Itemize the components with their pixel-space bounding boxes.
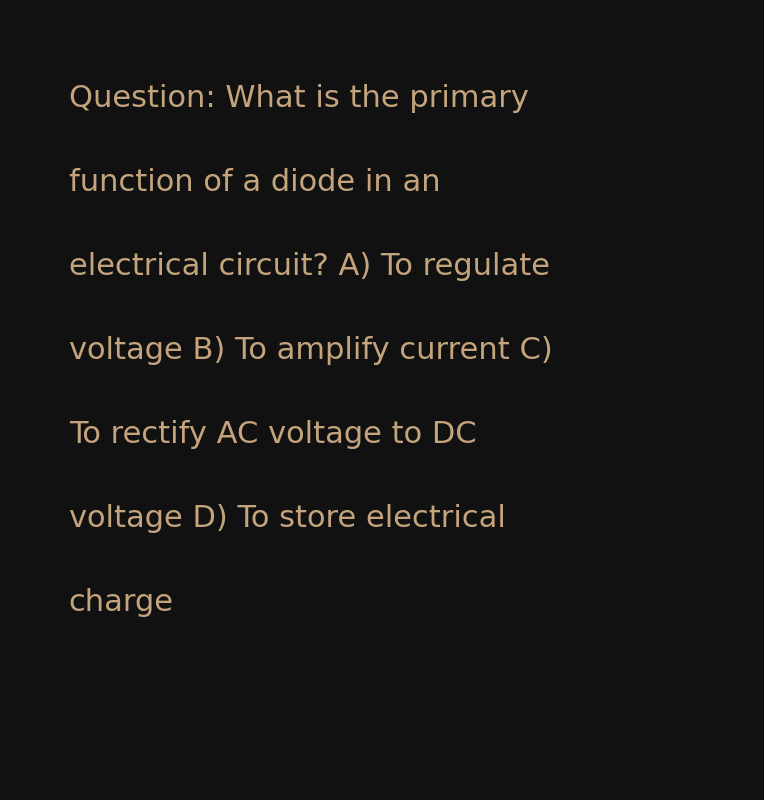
Text: charge: charge [69, 588, 173, 617]
Text: To rectify AC voltage to DC: To rectify AC voltage to DC [69, 420, 477, 449]
Text: electrical circuit? A) To regulate: electrical circuit? A) To regulate [69, 252, 550, 281]
Text: function of a diode in an: function of a diode in an [69, 168, 440, 197]
Text: voltage D) To store electrical: voltage D) To store electrical [69, 504, 506, 533]
Text: Question: What is the primary: Question: What is the primary [69, 84, 529, 113]
Text: voltage B) To amplify current C): voltage B) To amplify current C) [69, 336, 552, 365]
